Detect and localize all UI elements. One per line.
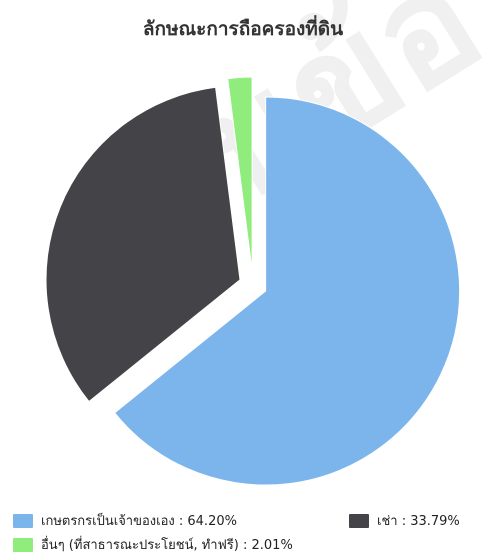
pie-slice-rent[interactable] bbox=[45, 86, 241, 403]
pie-slice-other[interactable] bbox=[227, 76, 253, 272]
chart-title: ลักษณะการถือครองที่ดิน bbox=[142, 18, 344, 40]
pie-slice-owned[interactable] bbox=[113, 96, 461, 486]
